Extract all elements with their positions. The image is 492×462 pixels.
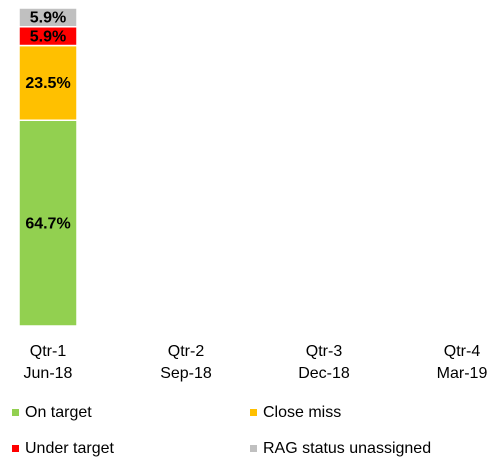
x-tick-label: Qtr-4 [444,343,481,360]
x-tick-label: Dec-18 [298,365,350,382]
bar-segment [18,7,78,28]
x-tick-label: Qtr-1 [30,343,67,360]
legend-marker [250,445,257,452]
x-tick-label: Jun-18 [24,365,73,382]
legend-label: On target [25,404,92,421]
legend-label: Close miss [263,404,341,421]
legend-label: RAG status unassigned [263,440,431,457]
legend-label: Under target [25,440,114,457]
data-label: 23.5% [25,75,70,92]
data-label: 64.7% [25,215,70,232]
data-label: 5.9% [30,28,66,45]
bar-segment [18,119,78,327]
legend-marker [12,409,19,416]
bar-segment [18,44,78,122]
data-label: 5.9% [30,10,66,27]
legend-marker [12,445,19,452]
x-tick-label: Sep-18 [160,365,212,382]
x-tick-label: Qtr-2 [168,343,205,360]
legend-marker [250,409,257,416]
x-tick-label: Qtr-3 [306,343,343,360]
x-tick-label: Mar-19 [437,365,488,382]
